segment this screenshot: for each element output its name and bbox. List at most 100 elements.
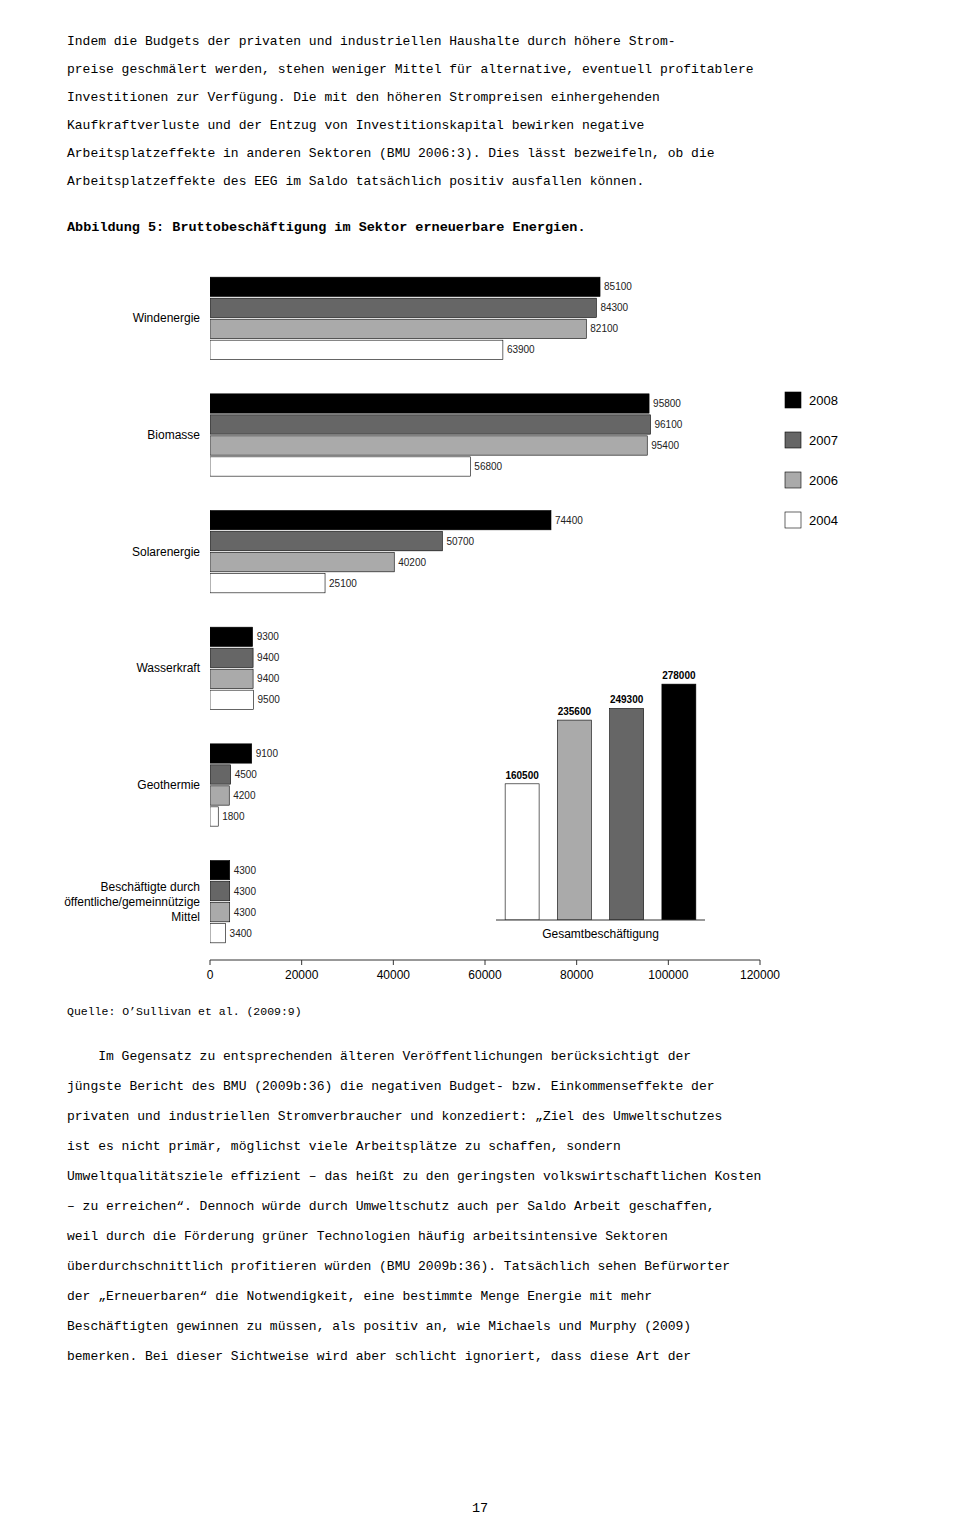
paragraph-line: bemerken. Bei dieser Sichtweise wird abe… <box>67 1349 691 1364</box>
category-label: Beschäftigte durchöffentliche/gemeinnütz… <box>64 880 200 924</box>
bar <box>210 511 551 530</box>
bar <box>210 807 218 826</box>
bar <box>210 319 586 338</box>
inset-data-label: 249300 <box>610 694 644 705</box>
x-tick <box>301 960 302 965</box>
data-label: 9400 <box>257 652 280 663</box>
legend-label: 2006 <box>809 473 838 488</box>
inset-axis-line <box>496 920 705 921</box>
page: Indem die Budgets der privaten und indus… <box>0 0 960 1537</box>
x-tick <box>760 960 761 965</box>
data-label: 9500 <box>258 694 281 705</box>
x-tick-label: 120000 <box>740 968 780 982</box>
bar <box>210 574 325 593</box>
paragraph-line: preise geschmälert werden, stehen wenige… <box>67 62 754 77</box>
data-label: 4300 <box>234 907 257 918</box>
data-label: 4500 <box>235 769 258 780</box>
data-label: 25100 <box>329 578 357 589</box>
bar <box>210 903 230 922</box>
x-tick-label: 20000 <box>285 968 319 982</box>
inset-bar <box>557 720 591 920</box>
paragraph-line: überdurchschnittlich profitieren würden … <box>67 1259 730 1274</box>
inset-bars <box>505 684 696 920</box>
inset-data-label: 278000 <box>662 670 696 681</box>
data-label: 82100 <box>590 323 618 334</box>
bar <box>210 690 254 709</box>
data-label: 3400 <box>230 928 253 939</box>
paragraph-line: Indem die Budgets der privaten und indus… <box>67 34 676 49</box>
x-tick <box>668 960 669 965</box>
paragraph-line: Im Gegensatz zu entsprechenden älteren V… <box>67 1049 691 1064</box>
bar <box>210 553 394 572</box>
bar <box>210 277 600 296</box>
category-label: Solarenergie <box>132 545 200 559</box>
data-label: 74400 <box>555 515 583 526</box>
page-number: 17 <box>472 1501 488 1516</box>
bar <box>210 765 231 784</box>
inset-bar <box>505 784 539 920</box>
x-tick <box>576 960 577 965</box>
legend-label: 2008 <box>809 393 838 408</box>
source-note: Quelle: O’Sullivan et al. (2009:9) <box>67 1005 302 1018</box>
data-label: 56800 <box>474 461 502 472</box>
category-label: Biomasse <box>147 428 200 442</box>
x-tick <box>210 960 211 965</box>
paragraph-line: privaten und industriellen Stromverbrauc… <box>67 1109 722 1124</box>
bar <box>210 627 253 646</box>
bar <box>210 415 650 434</box>
data-labels: 8510084300821006390095800961009540056800… <box>222 281 682 938</box>
legend-swatch <box>785 512 801 528</box>
bar <box>210 882 230 901</box>
bar <box>210 786 229 805</box>
paragraph-line: Arbeitsplatzeffekte des EEG im Saldo tat… <box>67 174 644 189</box>
paragraph-line: der „Erneuerbaren“ die Notwendigkeit, ei… <box>67 1289 652 1304</box>
category-label-line: Beschäftigte durch <box>101 880 200 894</box>
inset-data-label: 235600 <box>558 706 592 717</box>
data-label: 40200 <box>398 557 426 568</box>
x-tick-label: 60000 <box>468 968 502 982</box>
bars <box>210 277 650 943</box>
data-label: 50700 <box>446 536 474 547</box>
data-label: 9300 <box>257 631 280 642</box>
category-label-line: Wasserkraft <box>136 661 200 675</box>
x-tick-label: 0 <box>207 968 214 982</box>
x-tick-label: 80000 <box>560 968 594 982</box>
legend-label: 2007 <box>809 433 838 448</box>
category-label-line: Geothermie <box>137 778 200 792</box>
background <box>0 0 960 1537</box>
bar <box>210 340 503 359</box>
data-label: 9400 <box>257 673 280 684</box>
data-label: 84300 <box>600 302 628 313</box>
legend-swatch <box>785 392 801 408</box>
paragraph-line: Arbeitsplatzeffekte in anderen Sektoren … <box>67 146 715 161</box>
paragraph-line: ist es nicht primär, möglichst viele Arb… <box>67 1139 621 1154</box>
bar <box>210 436 647 455</box>
category-label-line: Solarenergie <box>132 545 200 559</box>
data-label: 9100 <box>256 748 279 759</box>
inset-label: Gesamtbeschäftigung <box>542 927 659 941</box>
paragraph-line: – zu erreichen“. Dennoch würde durch Umw… <box>67 1199 715 1214</box>
bar <box>210 648 253 667</box>
x-tick-label: 40000 <box>377 968 411 982</box>
paragraph-line: weil durch die Förderung grüner Technolo… <box>67 1229 668 1244</box>
data-label: 1800 <box>222 811 245 822</box>
paragraph-line: Investitionen zur Verfügung. Die mit den… <box>67 90 660 105</box>
category-label-line: Mittel <box>171 910 200 924</box>
bar <box>210 924 226 943</box>
bar <box>210 532 442 551</box>
inset-bar <box>610 708 644 920</box>
data-label: 95800 <box>653 398 681 409</box>
inset-background <box>496 640 705 920</box>
data-label: 4300 <box>234 865 257 876</box>
category-label: Geothermie <box>137 778 200 792</box>
chart-title: Abbildung 5: Bruttobeschäftigung im Sekt… <box>67 220 585 235</box>
bar <box>210 298 596 317</box>
inset-data-label: 160500 <box>505 770 539 781</box>
data-label: 85100 <box>604 281 632 292</box>
paragraph-line: Umweltqualitätsziele effizient – das hei… <box>67 1169 761 1184</box>
category-label: Wasserkraft <box>136 661 200 675</box>
data-label: 95400 <box>651 440 679 451</box>
paragraph-line: jüngste Bericht des BMU (2009b:36) die n… <box>67 1079 715 1094</box>
x-tick-label: 100000 <box>648 968 688 982</box>
paragraph-line: Beschäftigten gewinnen zu müssen, als po… <box>67 1319 691 1334</box>
